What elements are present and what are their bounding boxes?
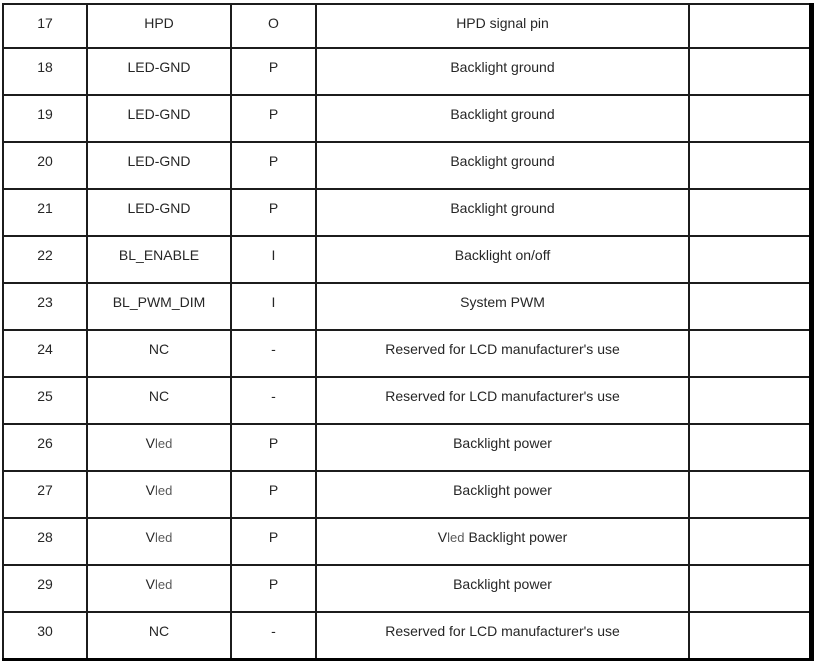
pin-cell: 19 <box>2 94 88 143</box>
description-text: Backlight power <box>468 529 568 545</box>
vled-subscript: led <box>154 483 173 498</box>
io-type-cell: P <box>230 141 317 190</box>
table-row: 17 HPD O HPD signal pin <box>2 3 813 49</box>
pin-cell: 24 <box>2 329 88 378</box>
pin-cell: 21 <box>2 188 88 237</box>
notes-cell <box>688 188 813 237</box>
signal-name-cell: BL_PWM_DIM <box>86 282 232 331</box>
table-row: 27 Vled P Backlight power <box>2 470 813 519</box>
table-row: 22 BL_ENABLE I Backlight on/off <box>2 235 813 284</box>
vled-label: V <box>145 482 155 498</box>
description-cell: Backlight power <box>315 423 690 472</box>
pin-cell: 17 <box>2 3 88 49</box>
description-cell: System PWM <box>315 282 690 331</box>
pin-cell: 18 <box>2 47 88 96</box>
notes-cell <box>688 47 813 96</box>
io-type-cell: I <box>230 282 317 331</box>
signal-name-cell: Vled <box>86 517 232 566</box>
table-row: 18 LED-GND P Backlight ground <box>2 47 813 96</box>
pin-cell: 26 <box>2 423 88 472</box>
vled-subscript: led <box>447 530 465 545</box>
signal-name-cell: BL_ENABLE <box>86 235 232 284</box>
description-cell: Backlight power <box>315 564 690 613</box>
description-cell: Backlight ground <box>315 141 690 190</box>
signal-name-cell: NC <box>86 376 232 425</box>
notes-cell <box>688 282 813 331</box>
notes-cell <box>688 141 813 190</box>
table-row: 19 LED-GND P Backlight ground <box>2 94 813 143</box>
pin-cell: 30 <box>2 611 88 660</box>
pin-cell: 23 <box>2 282 88 331</box>
notes-cell <box>688 376 813 425</box>
io-type-cell: - <box>230 376 317 425</box>
signal-name-cell: LED-GND <box>86 94 232 143</box>
description-cell: HPD signal pin <box>315 3 690 49</box>
pin-cell: 29 <box>2 564 88 613</box>
notes-cell <box>688 329 813 378</box>
io-type-cell: P <box>230 517 317 566</box>
signal-name-cell: Vled <box>86 564 232 613</box>
table-row: 20 LED-GND P Backlight ground <box>2 141 813 190</box>
vled-label: V <box>437 529 448 545</box>
io-type-cell: O <box>230 3 317 49</box>
table-row: 21 LED-GND P Backlight ground <box>2 188 813 237</box>
signal-name-cell: LED-GND <box>86 141 232 190</box>
pin-cell: 22 <box>2 235 88 284</box>
table-row: 25 NC - Reserved for LCD manufacturer's … <box>2 376 813 425</box>
description-cell: Reserved for LCD manufacturer's use <box>315 376 690 425</box>
io-type-cell: I <box>230 235 317 284</box>
notes-cell <box>688 611 813 660</box>
description-cell: Backlight power <box>315 470 690 519</box>
table-row: 29 Vled P Backlight power <box>2 564 813 613</box>
description-cell: Reserved for LCD manufacturer's use <box>315 329 690 378</box>
vled-subscript: led <box>154 577 173 592</box>
pin-assignment-table: 17 HPD O HPD signal pin 18 LED-GND P Bac… <box>2 3 814 661</box>
table-row: 24 NC - Reserved for LCD manufacturer's … <box>2 329 813 378</box>
table-row: 26 Vled P Backlight power <box>2 423 813 472</box>
vled-label: V <box>145 435 155 451</box>
io-type-cell: P <box>230 423 317 472</box>
signal-name-cell: NC <box>86 329 232 378</box>
signal-name-cell: LED-GND <box>86 47 232 96</box>
pin-cell: 20 <box>2 141 88 190</box>
io-type-cell: P <box>230 470 317 519</box>
signal-name-cell: Vled <box>86 423 232 472</box>
description-cell: Vled Backlight power <box>315 517 690 566</box>
table-row: 23 BL_PWM_DIM I System PWM <box>2 282 813 331</box>
table-row: 30 NC - Reserved for LCD manufacturer's … <box>2 611 813 660</box>
notes-cell <box>688 3 813 49</box>
io-type-cell: P <box>230 188 317 237</box>
notes-cell <box>688 423 813 472</box>
notes-cell <box>688 564 813 613</box>
pin-cell: 27 <box>2 470 88 519</box>
notes-cell <box>688 470 813 519</box>
description-cell: Backlight ground <box>315 47 690 96</box>
io-type-cell: P <box>230 94 317 143</box>
io-type-cell: P <box>230 47 317 96</box>
pin-cell: 28 <box>2 517 88 566</box>
signal-name-cell: HPD <box>86 3 232 49</box>
notes-cell <box>688 94 813 143</box>
signal-name-cell: LED-GND <box>86 188 232 237</box>
pin-cell: 25 <box>2 376 88 425</box>
vled-subscript: led <box>154 530 173 545</box>
vled-subscript: led <box>154 436 173 451</box>
vled-label: V <box>145 529 155 545</box>
description-cell: Backlight on/off <box>315 235 690 284</box>
io-type-cell: - <box>230 611 317 660</box>
notes-cell <box>688 235 813 284</box>
signal-name-cell: NC <box>86 611 232 660</box>
description-cell: Reserved for LCD manufacturer's use <box>315 611 690 660</box>
notes-cell <box>688 517 813 566</box>
description-cell: Backlight ground <box>315 94 690 143</box>
vled-label: V <box>145 576 155 592</box>
signal-name-cell: Vled <box>86 470 232 519</box>
io-type-cell: - <box>230 329 317 378</box>
description-cell: Backlight ground <box>315 188 690 237</box>
table-row: 28 Vled P Vled Backlight power <box>2 517 813 566</box>
io-type-cell: P <box>230 564 317 613</box>
